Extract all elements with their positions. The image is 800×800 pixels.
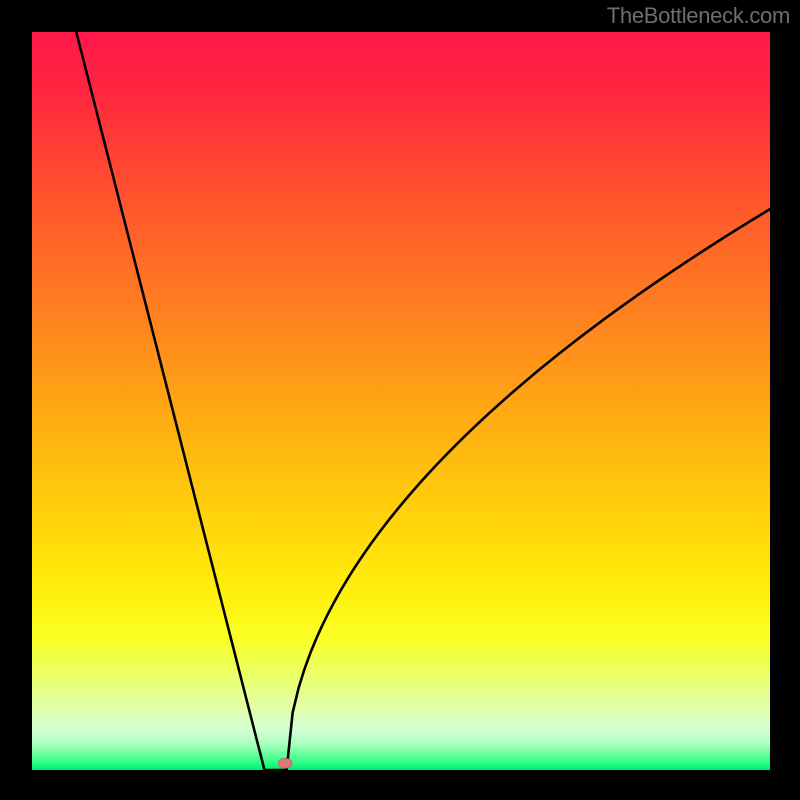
- bottleneck-chart: [0, 0, 800, 800]
- watermark-text: TheBottleneck.com: [607, 3, 790, 29]
- chart-container: TheBottleneck.com: [0, 0, 800, 800]
- chart-plot-bg: [32, 32, 770, 770]
- operating-point-marker: [278, 758, 292, 768]
